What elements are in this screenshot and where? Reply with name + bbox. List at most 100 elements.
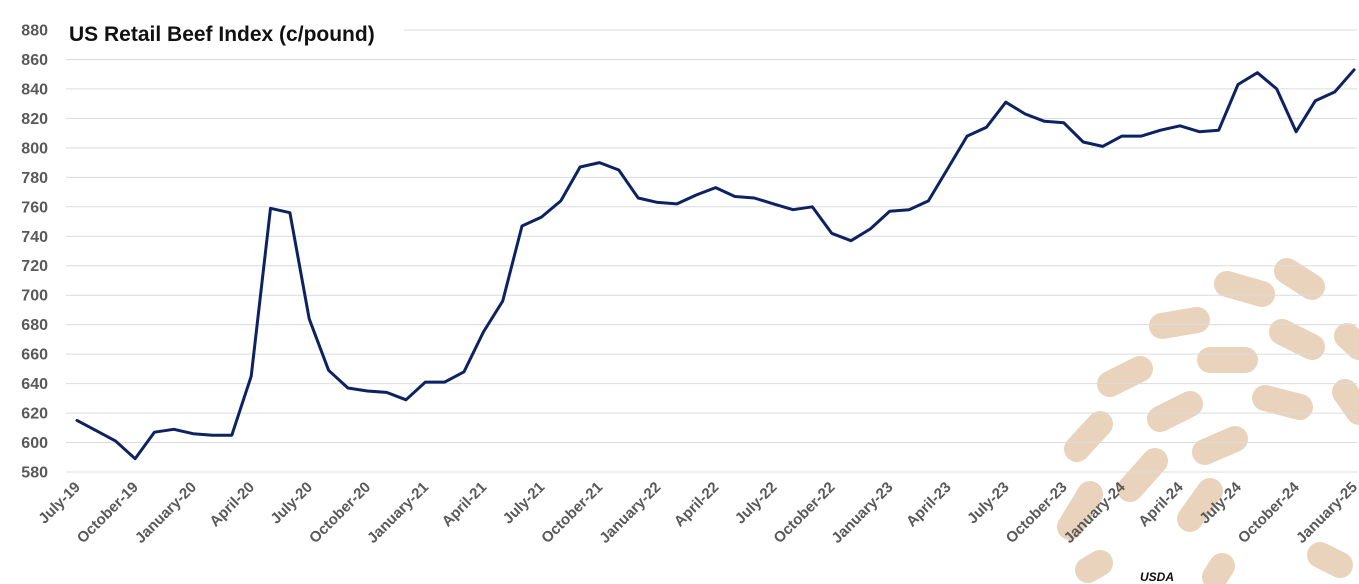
- data-point: [656, 200, 660, 204]
- data-point: [423, 380, 427, 384]
- data-point: [346, 386, 350, 390]
- data-point: [288, 211, 292, 215]
- data-point: [1313, 99, 1317, 103]
- deco-dash-14: [1177, 478, 1223, 532]
- x-tick-label: October-23: [1003, 479, 1071, 547]
- data-points: [75, 68, 1356, 461]
- data-point: [849, 239, 853, 243]
- data-point: [597, 161, 601, 165]
- data-point: [1043, 119, 1047, 123]
- data-point: [714, 186, 718, 190]
- data-point: [1294, 130, 1298, 134]
- gridlines: [66, 29, 1357, 473]
- y-tick-label: 860: [21, 52, 48, 69]
- y-tick-label: 580: [21, 465, 48, 482]
- deco-dash-13: [1057, 481, 1103, 540]
- y-tick-label: 880: [21, 23, 48, 40]
- y-tick-label: 760: [21, 199, 48, 216]
- data-point: [752, 196, 756, 200]
- data-point: [559, 199, 563, 203]
- data-point: [1023, 112, 1027, 116]
- deco-dash-8: [1252, 385, 1313, 420]
- y-tick-label: 800: [21, 140, 48, 157]
- data-point: [462, 370, 466, 374]
- y-tick-label: 640: [21, 376, 48, 393]
- y-tick-label: 600: [21, 435, 48, 452]
- deco-dash-3: [1269, 319, 1325, 360]
- y-tick-label: 780: [21, 170, 48, 187]
- data-point: [1236, 83, 1240, 87]
- y-axis-ticks: 580 600 620 640 660 680 700 720 740 760 780 800 820 8…: [21, 23, 48, 482]
- y-tick-label: 660: [21, 347, 48, 364]
- data-point: [327, 368, 331, 372]
- deco-dash-10: [1064, 411, 1113, 462]
- data-point: [539, 215, 543, 219]
- data-point: [443, 380, 447, 384]
- deco-dash-1: [1274, 258, 1325, 300]
- data-point: [926, 199, 930, 203]
- data-point: [501, 299, 505, 303]
- y-tick-label: 700: [21, 288, 48, 305]
- deco-dash-15: [1075, 550, 1113, 583]
- data-point: [191, 432, 195, 436]
- data-point: [694, 193, 698, 197]
- data-point: [365, 389, 369, 393]
- y-tick-label: 680: [21, 317, 48, 334]
- deco-dash-0: [1214, 271, 1275, 307]
- x-tick-label: April-20: [206, 479, 258, 531]
- data-point: [772, 202, 776, 206]
- data-point: [1197, 130, 1201, 134]
- x-tick-label: January-25: [1293, 479, 1359, 547]
- deco-dash-7: [1147, 391, 1203, 432]
- source-label: USDA: [1140, 570, 1174, 584]
- deco-dash-12: [1117, 448, 1168, 502]
- data-point: [1139, 134, 1143, 138]
- deco-dash-4: [1334, 323, 1359, 360]
- x-tick-label: April-23: [903, 479, 955, 531]
- data-point: [791, 208, 795, 212]
- data-point: [230, 433, 234, 437]
- data-point: [1275, 87, 1279, 91]
- x-tick-label: April-21: [439, 479, 491, 531]
- data-point: [810, 205, 814, 209]
- data-point: [249, 374, 253, 378]
- title-background: [58, 14, 404, 52]
- x-tick-label: January-23: [828, 479, 896, 547]
- y-tick-label: 720: [21, 258, 48, 275]
- y-tick-label: 620: [21, 406, 48, 423]
- data-point: [404, 398, 408, 402]
- x-tick-label: October-19: [74, 479, 142, 547]
- x-tick-label: January-22: [596, 479, 664, 547]
- data-point: [907, 208, 911, 212]
- y-tick-label: 820: [21, 111, 48, 128]
- data-point: [481, 330, 485, 334]
- data-point: [385, 390, 389, 394]
- data-point: [965, 134, 969, 138]
- data-point: [984, 125, 988, 129]
- data-point: [636, 196, 640, 200]
- data-point: [675, 202, 679, 206]
- data-point: [307, 317, 311, 321]
- data-point: [1178, 124, 1182, 128]
- data-point: [733, 194, 737, 198]
- data-point: [1004, 100, 1008, 104]
- data-point: [1081, 140, 1085, 144]
- x-tick-label: October-22: [770, 479, 838, 547]
- x-tick-label: October-24: [1235, 478, 1303, 546]
- data-point: [94, 429, 98, 433]
- data-point: [1352, 68, 1356, 72]
- data-point: [868, 227, 872, 231]
- data-point: [1217, 128, 1221, 132]
- data-point: [75, 418, 79, 422]
- x-tick-label: July-21: [500, 479, 549, 528]
- data-point: [133, 457, 137, 461]
- chart-title: US Retail Beef Index (c/pound): [69, 23, 375, 46]
- deco-dash-17: [1307, 542, 1353, 578]
- data-point: [578, 165, 582, 169]
- decorative-watermark-pattern: [1057, 258, 1359, 584]
- y-tick-label: 740: [21, 229, 48, 246]
- deco-dash-11: [1192, 426, 1248, 465]
- x-tick-label: January-21: [364, 479, 432, 547]
